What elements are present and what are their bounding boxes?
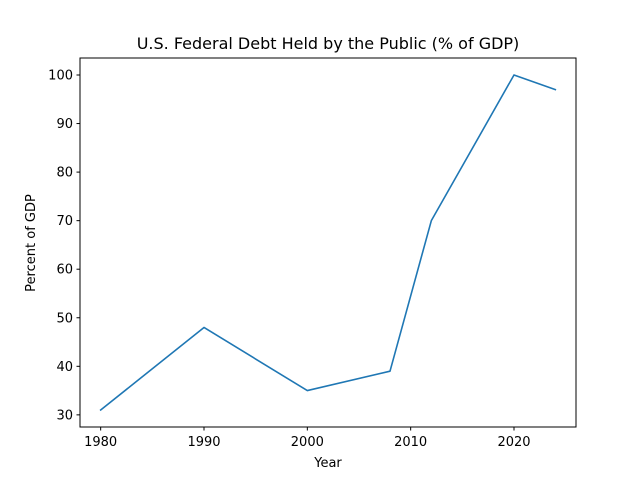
y-axis-label: Percent of GDP bbox=[24, 194, 39, 292]
y-tick-label: 40 bbox=[56, 360, 73, 375]
y-tick-label: 80 bbox=[56, 166, 73, 181]
y-tick-label: 90 bbox=[56, 117, 73, 132]
y-axis-ticks: 30 40 50 60 70 80 90 100 bbox=[48, 68, 80, 423]
series-line bbox=[99, 74, 557, 412]
y-tick-label: 100 bbox=[48, 68, 73, 83]
y-tick-label: 60 bbox=[56, 263, 73, 278]
plot-frame bbox=[79, 57, 577, 428]
x-tick-label: 1980 bbox=[84, 435, 117, 450]
series-layer bbox=[99, 74, 557, 412]
y-tick-label: 30 bbox=[56, 408, 73, 423]
x-axis-label: Year bbox=[313, 456, 342, 471]
chart-title: U.S. Federal Debt Held by the Public (% … bbox=[137, 34, 520, 53]
x-axis-ticks: 1980 1990 2000 2010 2020 bbox=[84, 427, 531, 450]
x-tick-label: 2020 bbox=[497, 435, 530, 450]
y-tick-label: 50 bbox=[56, 311, 73, 326]
x-tick-label: 2000 bbox=[291, 435, 324, 450]
x-tick-label: 2010 bbox=[394, 435, 427, 450]
x-tick-label: 1990 bbox=[187, 435, 220, 450]
y-tick-label: 70 bbox=[56, 214, 73, 229]
